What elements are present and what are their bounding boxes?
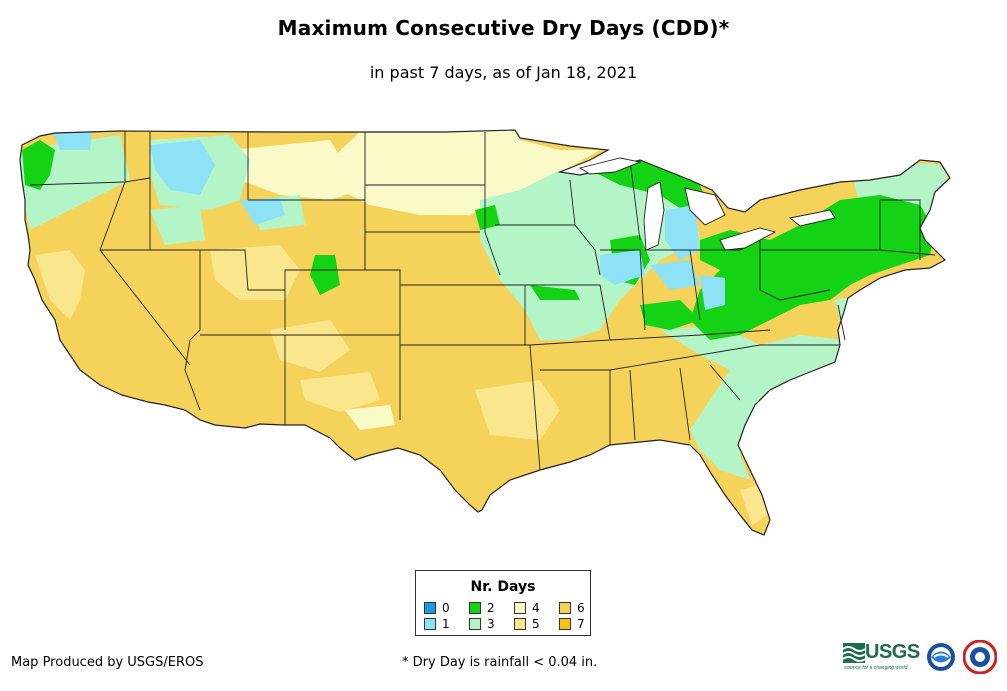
legend-item: 1 [424,617,450,631]
usgs-logo: USGS science for a changing world [843,641,921,671]
usgs-logo-text: USGS [865,641,920,663]
legend-label: 0 [442,601,450,615]
region-1-day [52,130,725,310]
legend-item: 0 [424,601,450,615]
great-lakes [578,157,836,251]
nws-logo-icon [963,640,997,674]
legend-label: 7 [577,617,585,631]
noaa-logo-icon [927,643,955,671]
region-5-days [35,245,768,525]
legend-item: 4 [514,601,540,615]
cdd-map [19,129,951,536]
legend-item: 5 [514,617,540,631]
map-title: Maximum Consecutive Dry Days (CDD)* [277,16,730,40]
legend-swatch [559,602,571,614]
legend-swatch [514,618,526,630]
legend-label: 1 [442,617,450,631]
legend: Nr. Days 0 1 2 3 4 5 6 7 [415,570,591,636]
footnote-text: * Dry Day is rainfall < 0.04 in. [402,655,598,670]
legend-swatch [469,618,481,630]
legend-item: 3 [469,617,495,631]
legend-item: 6 [559,601,585,615]
legend-swatch [424,602,436,614]
legend-label: 2 [487,601,495,615]
legend-label: 6 [577,601,585,615]
usgs-wave-icon [843,643,865,663]
legend-label: 5 [532,617,540,631]
state-boundaries [29,131,936,471]
legend-label: 4 [532,601,540,615]
legend-swatch [469,602,481,614]
usgs-tagline: science for a changing world [844,665,908,671]
credit-text: Map Produced by USGS/EROS [11,655,204,670]
region-2-days [22,140,935,340]
legend-item: 7 [559,617,585,631]
legend-swatch [559,618,571,630]
legend-title: Nr. Days [470,579,536,595]
legend-label: 3 [487,617,495,631]
legend-swatch [514,602,526,614]
legend-swatch [424,618,436,630]
legend-item: 2 [469,601,495,615]
map-subtitle: in past 7 days, as of Jan 18, 2021 [369,63,638,82]
